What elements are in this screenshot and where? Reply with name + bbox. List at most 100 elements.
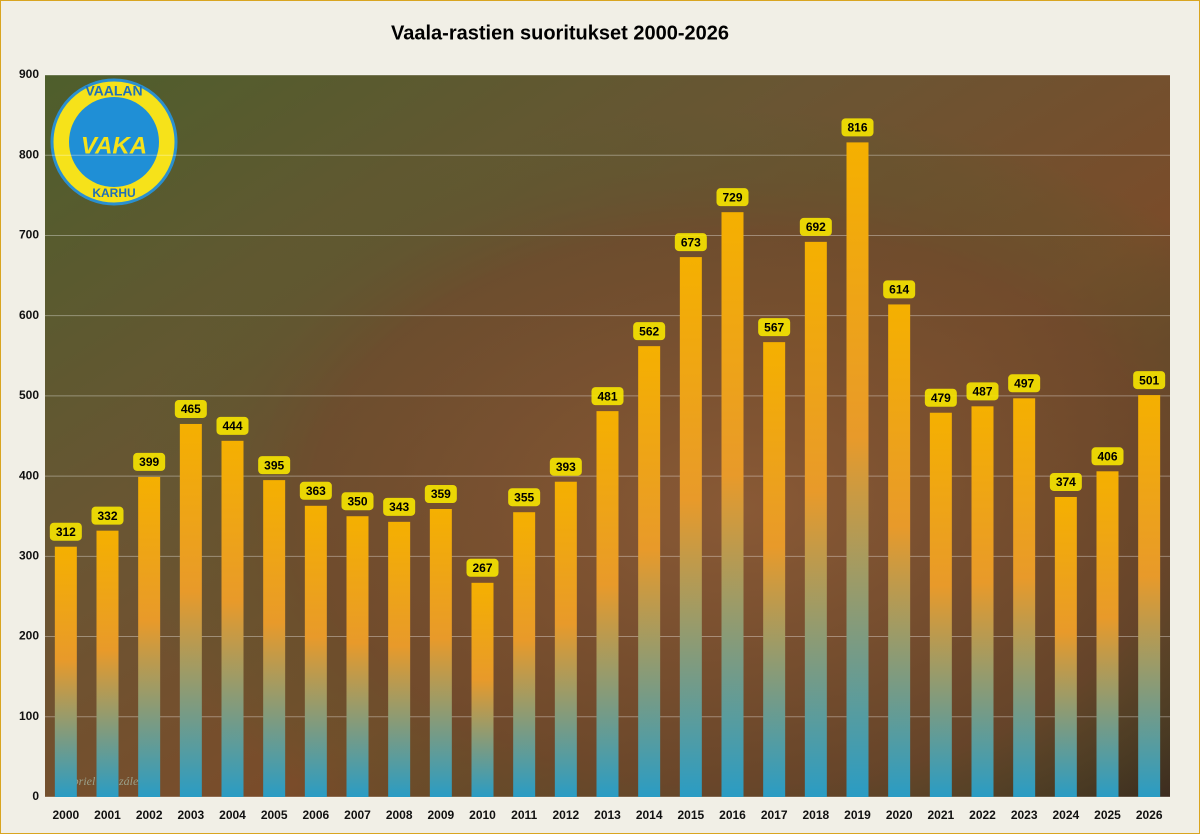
value-label-box xyxy=(216,416,249,435)
value-label: 374 xyxy=(1056,475,1076,489)
bar xyxy=(971,406,994,797)
value-label-box xyxy=(591,387,624,406)
bar xyxy=(263,480,286,797)
value-label: 562 xyxy=(639,324,659,338)
bar xyxy=(138,476,161,797)
value-label-box xyxy=(674,233,707,252)
value-label-box xyxy=(883,280,916,299)
value-label-box xyxy=(799,217,832,236)
value-label: 673 xyxy=(681,235,701,249)
y-tick-label: 0 xyxy=(32,789,39,803)
bar xyxy=(388,521,411,797)
value-label: 363 xyxy=(306,484,326,498)
x-tick-label: 2022 xyxy=(969,808,996,822)
x-tick-label: 2019 xyxy=(844,808,871,822)
value-label-box xyxy=(549,457,582,476)
value-label: 481 xyxy=(597,389,617,403)
bar xyxy=(721,212,744,797)
logo-inner xyxy=(69,97,159,187)
value-label-box xyxy=(1049,472,1082,491)
x-tick-label: 2002 xyxy=(136,808,163,822)
value-label: 350 xyxy=(347,494,367,508)
value-label-box xyxy=(1133,371,1166,390)
x-tick-label: 2008 xyxy=(386,808,413,822)
y-tick-label: 300 xyxy=(19,549,39,563)
x-tick-label: 2024 xyxy=(1052,808,1079,822)
value-label: 497 xyxy=(1014,376,1034,390)
x-tick-label: 2016 xyxy=(719,808,746,822)
value-label-box xyxy=(383,497,416,516)
x-tick-label: 2014 xyxy=(636,808,663,822)
value-label: 359 xyxy=(431,487,451,501)
value-label-box xyxy=(466,558,499,577)
value-label-box xyxy=(174,399,207,418)
value-label: 444 xyxy=(222,419,242,433)
x-tick-label: 2003 xyxy=(177,808,204,822)
logo-bottom: KARHU xyxy=(92,186,135,200)
bar xyxy=(1138,395,1161,797)
x-tick-label: 2000 xyxy=(52,808,79,822)
y-tick-label: 700 xyxy=(19,228,39,242)
y-tick-label: 800 xyxy=(19,147,39,161)
value-label-box xyxy=(966,382,999,401)
value-label: 406 xyxy=(1097,449,1117,463)
bar xyxy=(179,423,202,797)
y-tick-label: 600 xyxy=(19,308,39,322)
bar xyxy=(846,142,869,798)
logo-middle: VAKA xyxy=(81,132,147,159)
bar xyxy=(554,481,577,797)
value-label: 567 xyxy=(764,320,784,334)
bar xyxy=(54,546,77,797)
x-tick-label: 2017 xyxy=(761,808,788,822)
bar xyxy=(763,342,786,797)
value-label-box xyxy=(633,322,666,341)
logo-top: VAALAN xyxy=(85,83,142,99)
bar xyxy=(888,304,911,797)
value-label: 816 xyxy=(847,121,867,135)
value-label: 312 xyxy=(56,525,76,539)
bar xyxy=(1096,471,1119,797)
value-label: 692 xyxy=(806,220,826,234)
value-label-box xyxy=(299,481,332,500)
value-label-box xyxy=(424,485,457,504)
value-label: 355 xyxy=(514,490,534,504)
value-label: 267 xyxy=(472,561,492,575)
value-label: 729 xyxy=(722,190,742,204)
value-label: 487 xyxy=(972,384,992,398)
bar xyxy=(221,440,244,797)
bar xyxy=(638,346,661,797)
x-tick-label: 2013 xyxy=(594,808,621,822)
chart-title: Vaala-rastien suoritukset 2000-2026 xyxy=(391,22,729,44)
value-label: 614 xyxy=(889,283,909,297)
x-tick-label: 2004 xyxy=(219,808,246,822)
value-label: 343 xyxy=(389,500,409,514)
value-label: 465 xyxy=(181,402,201,416)
value-label-box xyxy=(133,452,166,471)
y-tick-label: 900 xyxy=(19,67,39,81)
value-label: 399 xyxy=(139,455,159,469)
value-label-box xyxy=(1091,447,1124,466)
x-tick-label: 2011 xyxy=(511,808,537,822)
x-tick-label: 2012 xyxy=(552,808,579,822)
y-tick-label: 500 xyxy=(19,388,39,402)
x-tick-label: 2018 xyxy=(802,808,829,822)
x-tick-label: 2006 xyxy=(302,808,329,822)
x-tick-label: 2025 xyxy=(1094,808,1121,822)
bar xyxy=(929,412,952,797)
bar xyxy=(513,512,536,797)
bar xyxy=(471,582,494,797)
value-label-box xyxy=(91,506,124,525)
value-label-box xyxy=(1008,374,1041,393)
bar xyxy=(304,505,327,797)
value-label-box xyxy=(716,188,749,207)
y-tick-label: 400 xyxy=(19,468,39,482)
value-label-box xyxy=(841,118,874,137)
value-label-box xyxy=(49,522,82,541)
x-tick-label: 2005 xyxy=(261,808,288,822)
bar xyxy=(1013,398,1036,797)
value-label-box xyxy=(341,492,374,511)
x-tick-label: 2001 xyxy=(94,808,121,822)
x-tick-label: 2010 xyxy=(469,808,496,822)
x-tick-label: 2009 xyxy=(427,808,454,822)
